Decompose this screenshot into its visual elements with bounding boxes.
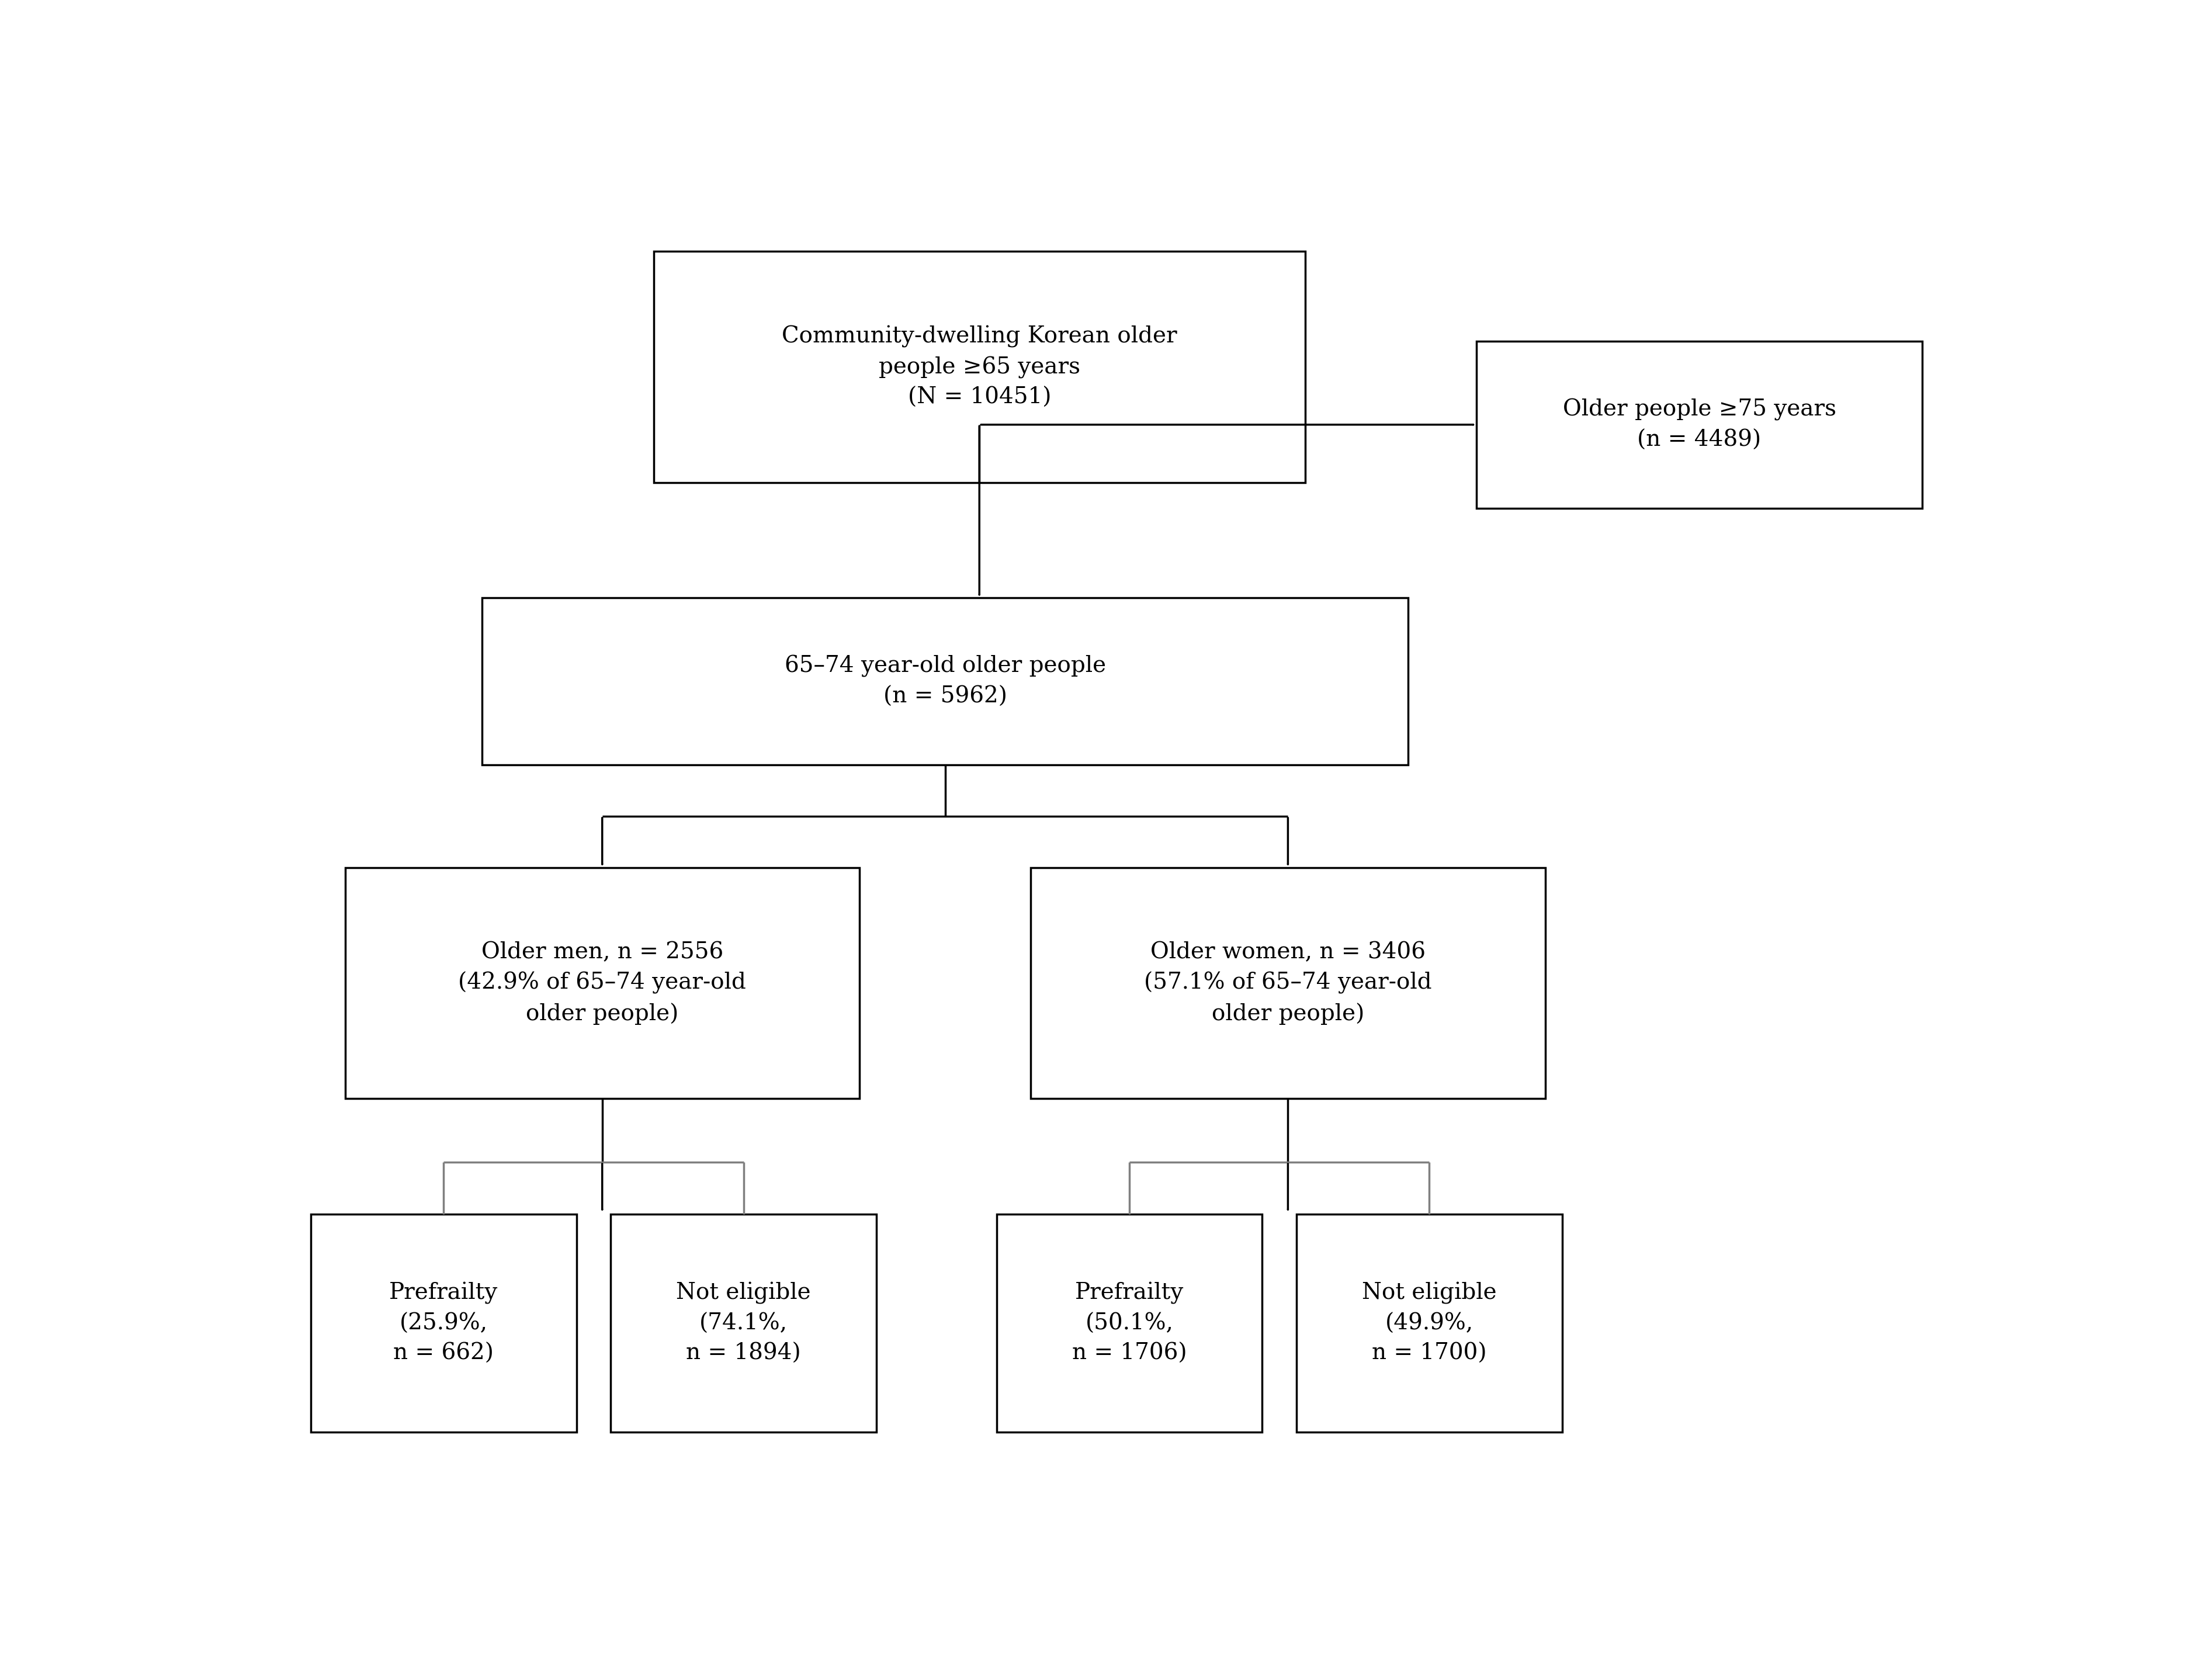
Text: Community-dwelling Korean older
people ≥65 years
(N = 10451): Community-dwelling Korean older people ≥… [781,325,1177,408]
Text: Prefrailty
(50.1%,
n = 1706): Prefrailty (50.1%, n = 1706) [1073,1282,1188,1364]
FancyBboxPatch shape [1296,1214,1562,1432]
Text: 65–74 year-old older people
(n = 5962): 65–74 year-old older people (n = 5962) [785,655,1106,707]
Text: Older men, n = 2556
(42.9% of 65–74 year-old
older people): Older men, n = 2556 (42.9% of 65–74 year… [458,942,745,1025]
Text: Older women, n = 3406
(57.1% of 65–74 year-old
older people): Older women, n = 3406 (57.1% of 65–74 ye… [1144,942,1431,1025]
FancyBboxPatch shape [995,1214,1263,1432]
Text: Not eligible
(49.9%,
n = 1700): Not eligible (49.9%, n = 1700) [1363,1282,1498,1364]
Text: Older people ≥75 years
(n = 4489): Older people ≥75 years (n = 4489) [1562,398,1836,450]
FancyBboxPatch shape [1478,342,1922,508]
FancyBboxPatch shape [310,1214,577,1432]
FancyBboxPatch shape [611,1214,876,1432]
Text: Not eligible
(74.1%,
n = 1894): Not eligible (74.1%, n = 1894) [677,1282,812,1364]
FancyBboxPatch shape [1031,867,1546,1099]
FancyBboxPatch shape [482,598,1409,765]
FancyBboxPatch shape [655,252,1305,482]
FancyBboxPatch shape [345,867,858,1099]
Text: Prefrailty
(25.9%,
n = 662): Prefrailty (25.9%, n = 662) [389,1282,498,1364]
